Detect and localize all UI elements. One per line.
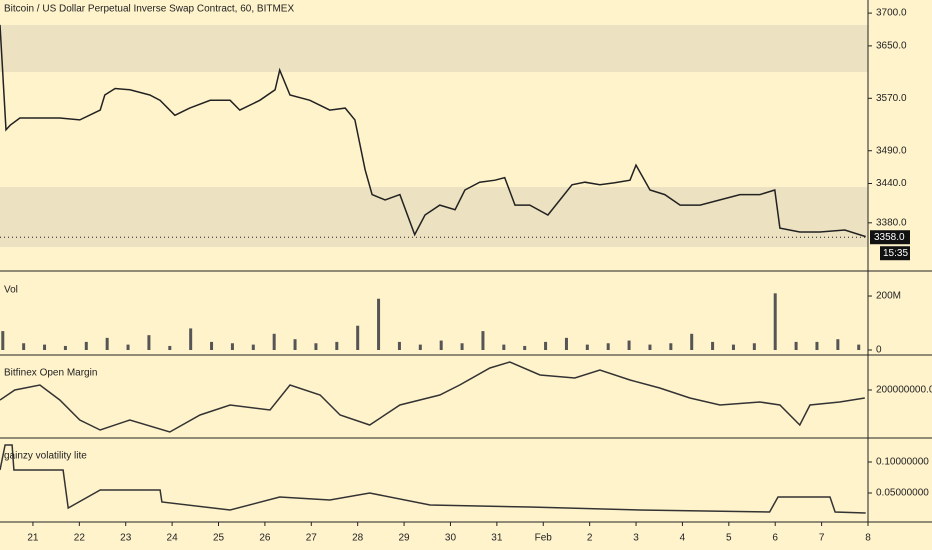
volume-bar bbox=[397, 341, 401, 351]
volume-bar bbox=[1, 331, 5, 351]
x-tick-label: 4 bbox=[680, 533, 686, 544]
volume-bar bbox=[335, 341, 339, 351]
x-tick-label: 30 bbox=[445, 533, 457, 544]
volume-bar bbox=[481, 331, 485, 351]
volume-bar bbox=[230, 343, 234, 351]
volume-bar bbox=[293, 339, 297, 351]
y-tick-label: 3700.0 bbox=[876, 8, 907, 19]
pane-title: Vol bbox=[4, 285, 18, 296]
volume-bar bbox=[690, 333, 694, 351]
zone-band bbox=[0, 187, 868, 247]
x-tick-label: 8 bbox=[865, 533, 871, 544]
pane-title: Bitfinex Open Margin bbox=[4, 368, 97, 379]
volume-bar bbox=[585, 344, 589, 351]
volume-bar bbox=[43, 344, 47, 351]
x-tick-label: 28 bbox=[352, 533, 364, 544]
volume-bar bbox=[544, 341, 548, 351]
y-tick-label: 3380.0 bbox=[876, 217, 907, 228]
y-tick-label: 3490.0 bbox=[876, 145, 907, 156]
volume-bar bbox=[857, 344, 861, 351]
volume-bar bbox=[502, 344, 506, 351]
volume-bar bbox=[460, 343, 464, 351]
y-tick-label: 3650.0 bbox=[876, 41, 907, 52]
y-tick-label: 0 bbox=[876, 345, 882, 356]
volume-bar bbox=[648, 344, 652, 351]
volume-bar bbox=[731, 344, 735, 351]
series-line bbox=[0, 361, 865, 433]
y-tick-label: 200M bbox=[876, 291, 901, 302]
volume-bar bbox=[377, 298, 381, 351]
volume-bar bbox=[439, 340, 443, 351]
x-tick-label: 2 bbox=[587, 533, 593, 544]
volume-bar bbox=[189, 328, 193, 351]
volume-bar bbox=[126, 344, 130, 351]
x-tick-label: 23 bbox=[120, 533, 132, 544]
y-tick-label: 0.10000000 bbox=[876, 457, 929, 468]
zone-band bbox=[0, 25, 868, 72]
volume-bar bbox=[84, 341, 88, 351]
x-tick-label: 22 bbox=[74, 533, 86, 544]
volume-bar bbox=[22, 343, 26, 351]
volume-bar bbox=[752, 343, 756, 351]
y-tick-label: 200000000.0000 bbox=[876, 385, 932, 396]
volume-bar bbox=[669, 343, 673, 351]
volume-bar bbox=[523, 345, 527, 351]
x-tick-label: 24 bbox=[167, 533, 179, 544]
x-tick-label: 5 bbox=[726, 533, 732, 544]
volume-bar bbox=[210, 341, 214, 351]
x-tick-label: 6 bbox=[772, 533, 778, 544]
volume-bar bbox=[564, 337, 568, 351]
volume-bar bbox=[711, 341, 715, 351]
last-price-tag-bg bbox=[870, 230, 910, 245]
series-line bbox=[0, 444, 866, 514]
volume-bar bbox=[773, 293, 777, 351]
volume-bar bbox=[168, 345, 172, 351]
countdown: 15:35 bbox=[883, 248, 908, 259]
volume-bar bbox=[105, 337, 109, 351]
x-tick-label: 29 bbox=[399, 533, 411, 544]
y-tick-label: 0.05000000 bbox=[876, 488, 929, 499]
volume-bar bbox=[147, 335, 151, 351]
x-tick-label: 25 bbox=[213, 533, 225, 544]
volume-bar bbox=[272, 333, 276, 351]
volume-bar bbox=[815, 341, 819, 351]
x-tick-label: 27 bbox=[306, 533, 318, 544]
volume-bar bbox=[794, 341, 798, 351]
x-tick-label: 31 bbox=[491, 533, 503, 544]
x-tick-label: 3 bbox=[633, 533, 639, 544]
last-price-tag: 3358.0 bbox=[874, 232, 905, 243]
volume-bar bbox=[251, 344, 255, 351]
x-tick-label: 7 bbox=[819, 533, 825, 544]
volume-bar bbox=[606, 343, 610, 351]
volume-bar bbox=[836, 339, 840, 351]
series-line bbox=[0, 24, 866, 238]
volume-bar bbox=[63, 345, 67, 351]
x-tick-label: Feb bbox=[535, 533, 553, 544]
y-tick-label: 3570.0 bbox=[876, 93, 907, 104]
y-tick-label: 3440.0 bbox=[876, 178, 907, 189]
volume-bar bbox=[356, 325, 360, 351]
volume-bar bbox=[418, 344, 422, 351]
x-tick-label: 26 bbox=[259, 533, 271, 544]
volume-bar bbox=[627, 340, 631, 351]
pane-title: gainzy volatility lite bbox=[4, 451, 87, 462]
x-tick-label: 21 bbox=[27, 533, 39, 544]
chart-title: Bitcoin / US Dollar Perpetual Inverse Sw… bbox=[4, 4, 294, 15]
volume-bar bbox=[314, 343, 318, 351]
countdown-bg bbox=[880, 246, 910, 261]
